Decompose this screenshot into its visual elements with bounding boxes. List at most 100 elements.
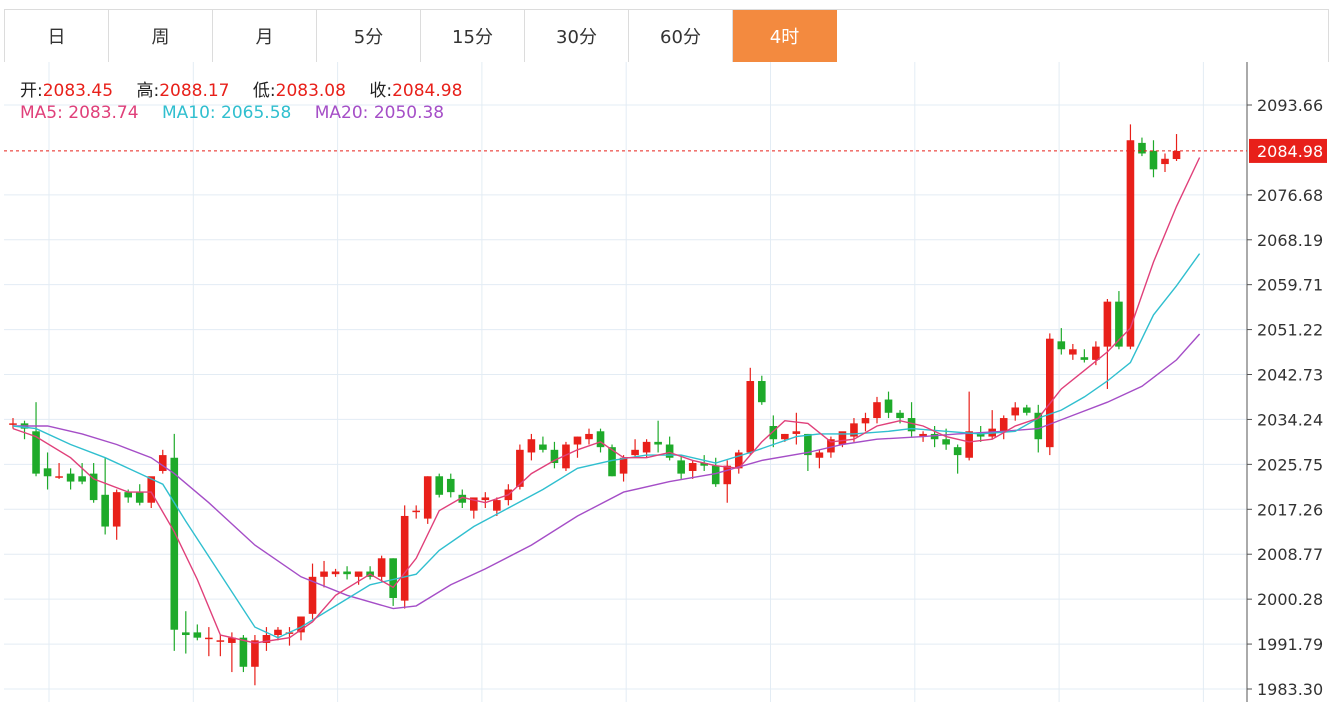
candle-body <box>1126 140 1135 347</box>
y-tick-label: 2025.75 <box>1257 455 1323 474</box>
candle <box>1161 153 1169 172</box>
candle <box>1149 140 1158 178</box>
tab-month[interactable]: 月 <box>213 10 317 62</box>
candle <box>1080 349 1089 363</box>
candle-body <box>861 418 870 424</box>
candle-body <box>354 571 363 577</box>
candle-body <box>274 629 282 636</box>
candle-body <box>562 444 570 469</box>
candle-body <box>884 399 893 413</box>
candle <box>216 635 225 657</box>
ma20-readout: MA20: 2050.38 <box>315 103 444 123</box>
candle <box>527 433 536 461</box>
candle-body <box>389 558 397 598</box>
candle-body <box>112 492 121 527</box>
tab-4hour[interactable]: 4时 <box>733 10 837 62</box>
candle <box>907 402 916 437</box>
candle <box>1103 298 1112 389</box>
current-price-marker <box>1249 138 1327 163</box>
candle-body <box>481 497 490 501</box>
candle-body <box>942 439 950 445</box>
candle <box>873 396 881 424</box>
candle-body <box>193 632 202 638</box>
ma5-readout: MA5: 2083.74 <box>20 103 139 123</box>
candle-body <box>527 439 536 453</box>
y-tick-label: 2000.28 <box>1257 590 1323 609</box>
candle <box>389 558 397 606</box>
candle-body <box>654 441 662 445</box>
candle <box>331 568 340 577</box>
low-label: 低: <box>252 81 276 101</box>
candle-body <box>1057 341 1066 350</box>
candle <box>308 563 317 620</box>
candle <box>665 436 674 461</box>
candle-body <box>205 637 213 640</box>
tab-day[interactable]: 日 <box>5 10 109 62</box>
y-tick-label: 2042.73 <box>1257 366 1323 385</box>
candle-body <box>135 492 144 503</box>
candle-body <box>976 433 985 437</box>
ma5-value: 2083.74 <box>68 103 139 123</box>
y-tick-label: 2008.77 <box>1257 545 1323 564</box>
candle <box>631 439 639 458</box>
candle-body <box>101 494 109 527</box>
candle-body <box>873 402 881 419</box>
candle <box>55 463 63 479</box>
y-tick-label: 2017.26 <box>1257 500 1323 519</box>
candle-body <box>9 423 17 425</box>
candle <box>677 455 685 479</box>
candle <box>1022 404 1031 416</box>
high-label: 高: <box>136 81 160 101</box>
y-tick-label: 2068.19 <box>1257 231 1323 250</box>
ma20-value: 2050.38 <box>373 103 445 123</box>
candle <box>596 428 605 453</box>
current-price-label: 2084.98 <box>1257 142 1323 161</box>
candle <box>550 441 559 469</box>
candle-body <box>539 444 547 450</box>
candle <box>1172 134 1181 161</box>
candle-body <box>158 455 167 471</box>
candle <box>343 566 351 580</box>
ohlc-readout: 开:2083.45 高:2088.17 低:2083.08 收:2084.98 <box>20 76 480 101</box>
tab-5min[interactable]: 5分 <box>317 10 421 62</box>
ma10-label: MA10: <box>161 103 216 123</box>
candle <box>377 555 386 583</box>
candle <box>861 412 870 432</box>
candle <box>815 449 824 469</box>
tab-30min[interactable]: 30分 <box>525 10 629 62</box>
candle <box>1046 333 1054 456</box>
tab-week[interactable]: 周 <box>109 10 213 62</box>
candle <box>66 468 75 490</box>
candle <box>481 492 490 509</box>
candle-body <box>677 460 685 474</box>
candle-body <box>412 510 420 513</box>
candle-body <box>631 449 639 456</box>
candle <box>297 616 305 641</box>
candle-body <box>182 632 190 636</box>
candle <box>205 627 213 657</box>
ma5-line <box>12 157 1201 644</box>
candle-body <box>1080 357 1089 360</box>
candle <box>1057 328 1066 355</box>
candle <box>573 436 582 458</box>
candle-body <box>308 576 317 614</box>
candle-body <box>32 431 40 474</box>
candle-body <box>781 433 789 440</box>
tab-15min[interactable]: 15分 <box>421 10 525 62</box>
candlestick-chart[interactable]: 2093.66 2076.68 2068.19 2059.71 2051.22 2042.… <box>0 62 1329 702</box>
tab-60min[interactable]: 60分 <box>629 10 733 62</box>
candle <box>884 391 893 419</box>
candle-body <box>1161 158 1169 165</box>
candle-body <box>400 515 409 601</box>
candle-body <box>550 449 559 464</box>
y-tick-label: 1991.79 <box>1257 635 1323 654</box>
candle <box>320 560 328 588</box>
ma5-label: MA5: <box>20 103 63 123</box>
candle-body <box>1034 412 1043 440</box>
open-label: 开: <box>20 81 43 101</box>
candle <box>1011 402 1020 421</box>
y-tick-label: 2093.66 <box>1257 96 1323 115</box>
candle <box>170 433 179 651</box>
open-value: 2083.45 <box>42 81 114 101</box>
candle <box>262 627 271 651</box>
